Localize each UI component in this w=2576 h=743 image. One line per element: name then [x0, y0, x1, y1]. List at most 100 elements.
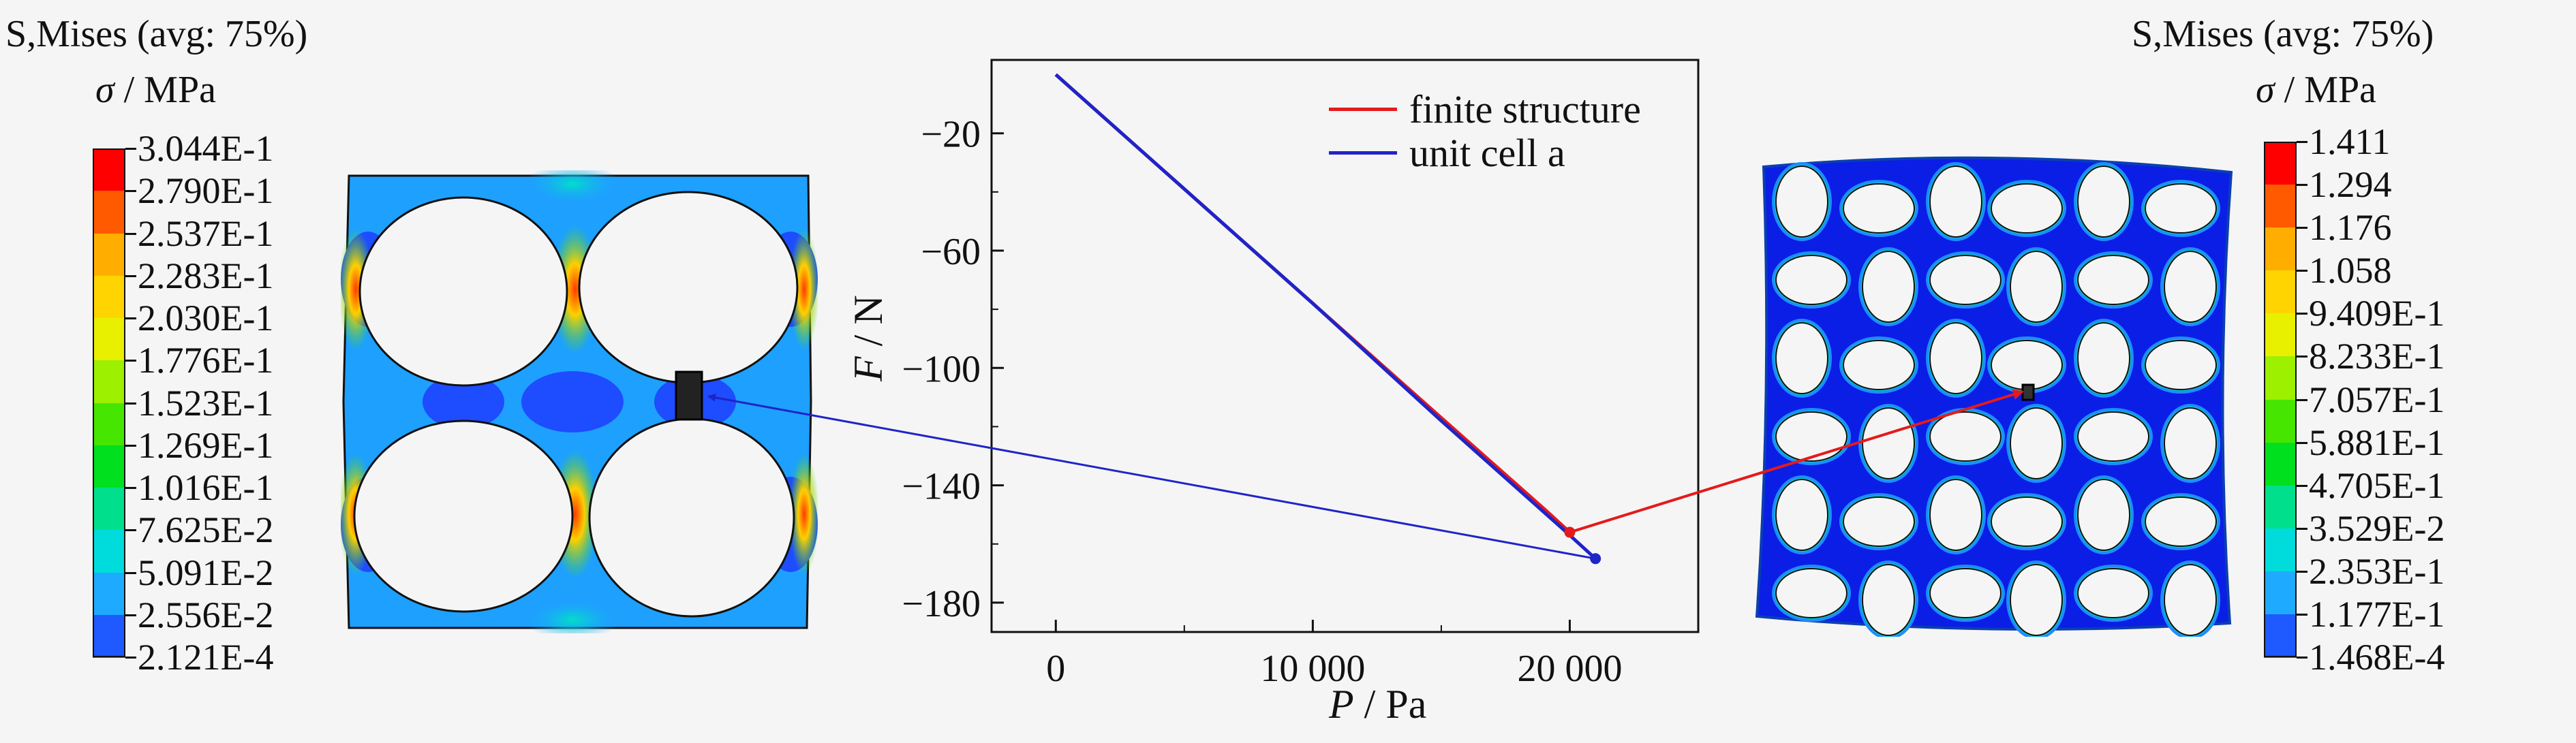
right-legend-tick [2297, 270, 2307, 272]
left-legend-color-band [93, 148, 125, 192]
lattice-hole [1775, 165, 1828, 238]
lattice-hole [1775, 479, 1828, 551]
right-legend-label: 2.353E-1 [2309, 550, 2445, 592]
lattice-hole [2164, 564, 2217, 636]
right-legend-color-band [2264, 227, 2297, 272]
lattice-hole [2010, 564, 2063, 636]
y-tick-label: −100 [902, 348, 981, 390]
right-legend-tick [2297, 398, 2307, 401]
left-legend-color-band [93, 445, 125, 488]
lattice-hole [1862, 407, 1915, 479]
right-legend-tick [2297, 484, 2307, 487]
lattice-hole [1929, 411, 2002, 462]
right-legend-tick [2297, 613, 2307, 616]
right-legend-color-band [2264, 528, 2297, 572]
right-legend-color-band [2264, 270, 2297, 315]
x-axis-label: P / Pa [1329, 681, 1426, 728]
lattice-hole [2077, 255, 2149, 305]
left-legend-label: 3.044E-1 [138, 128, 274, 169]
y-tick-label: −180 [902, 583, 981, 625]
legend-swatch-finite-structure [1329, 107, 1397, 111]
right-legend-tick [2297, 657, 2307, 659]
right-legend-label: 7.057E-1 [2309, 379, 2445, 420]
left-unit-text: / MPa [114, 69, 216, 111]
left-legend-tick [125, 571, 136, 574]
lattice-hole [2077, 411, 2149, 462]
lattice-hole [2145, 496, 2217, 547]
left-legend-label: 2.790E-1 [138, 170, 274, 212]
marker-unit-cell-point [1590, 553, 1601, 565]
left-legend-tick [125, 317, 136, 319]
left-fe-contour-plot [341, 170, 818, 633]
right-legend-color-band [2264, 485, 2297, 529]
right-legend-label: 9.409E-1 [2309, 293, 2445, 334]
connector-unit-cell-arrow [707, 393, 1596, 560]
lattice-hole [1862, 251, 1915, 323]
right-legend-label: 1.468E-4 [2309, 637, 2445, 678]
connector-finite-structure-arrow [1569, 389, 2024, 534]
left-legend-label: 2.537E-1 [138, 212, 274, 254]
right-legend-color-band [2264, 399, 2297, 443]
right-legend-color-band [2264, 142, 2297, 186]
right-legend-tick [2297, 527, 2307, 530]
x-tick-label: 0 [1046, 648, 1065, 690]
lattice-hole [1862, 564, 1915, 636]
x-tick-label: 20 000 [1517, 648, 1622, 690]
right-legend-label: 1.294 [2309, 164, 2392, 206]
right-legend-tick [2297, 355, 2307, 358]
left-legend-color-band [93, 488, 125, 531]
lattice-hole [1929, 568, 2002, 618]
series-unit-cell-line [1054, 73, 1597, 560]
y-tick-label: −140 [902, 466, 981, 508]
left-legend-label: 2.030E-1 [138, 298, 274, 338]
lattice-hole [1929, 479, 1982, 551]
right-legend-title: S,Mises (avg: 75%) [2132, 13, 2434, 55]
left-legend-label: 2.556E-2 [138, 594, 274, 635]
right-legend-label: 1.177E-1 [2309, 593, 2445, 635]
left-legend-label: 2.121E-4 [138, 637, 274, 678]
lattice-hole [1929, 322, 1982, 394]
right-legend-color-band [2264, 571, 2297, 615]
right-legend-tick [2297, 141, 2307, 143]
legend-label-finite-structure: finite structure [1409, 86, 1641, 131]
left-legend-label: 7.625E-2 [138, 509, 274, 551]
right-unit-symbol: σ [2256, 69, 2275, 111]
right-legend-color-band [2264, 442, 2297, 486]
left-legend-tick [125, 529, 136, 532]
left-legend-tick [125, 148, 136, 150]
left-legend-tick [125, 657, 136, 659]
lattice-hole [2164, 407, 2217, 479]
right-unit-text: / MPa [2274, 69, 2376, 111]
lattice-hole [1775, 411, 1847, 462]
lattice-hole [1843, 340, 1915, 390]
right-legend-color-band [2264, 614, 2297, 658]
chart-legend: finite structure unit cell a [1329, 86, 1641, 175]
right-legend-color-band [2264, 356, 2297, 400]
right-legend-label: 8.233E-1 [2309, 336, 2445, 377]
left-unit-symbol: σ [95, 69, 114, 111]
y-axis-symbol: F [846, 356, 891, 381]
right-legend-label: 1.058 [2309, 250, 2392, 291]
right-legend-label: 5.881E-1 [2309, 422, 2445, 463]
lattice-hole [1775, 322, 1828, 394]
left-legend-tick [125, 360, 136, 362]
left-legend-color-band [93, 275, 125, 319]
right-legend-bar-border [2264, 142, 2297, 657]
left-legend-color-band [93, 530, 125, 573]
left-legend-tick [125, 232, 136, 235]
left-legend-color-band [93, 572, 125, 616]
lattice-hole [2077, 165, 2130, 238]
right-legend-color-band [2264, 313, 2297, 358]
right-legend-unit: σ / MPa [2256, 68, 2376, 112]
legend-label-unit-cell: unit cell a [1409, 130, 1565, 175]
right-legend-tick [2297, 227, 2307, 230]
legend-swatch-unit-cell [1329, 151, 1397, 155]
left-legend-tick [125, 487, 136, 489]
left-legend-tick [125, 274, 136, 277]
lattice-hole [1929, 255, 2002, 305]
right-legend-label: 3.529E-2 [2309, 507, 2445, 549]
left-legend-label: 2.283E-1 [138, 255, 274, 296]
lattice-hole [2010, 251, 2063, 323]
right-legend-label: 4.705E-1 [2309, 464, 2445, 506]
